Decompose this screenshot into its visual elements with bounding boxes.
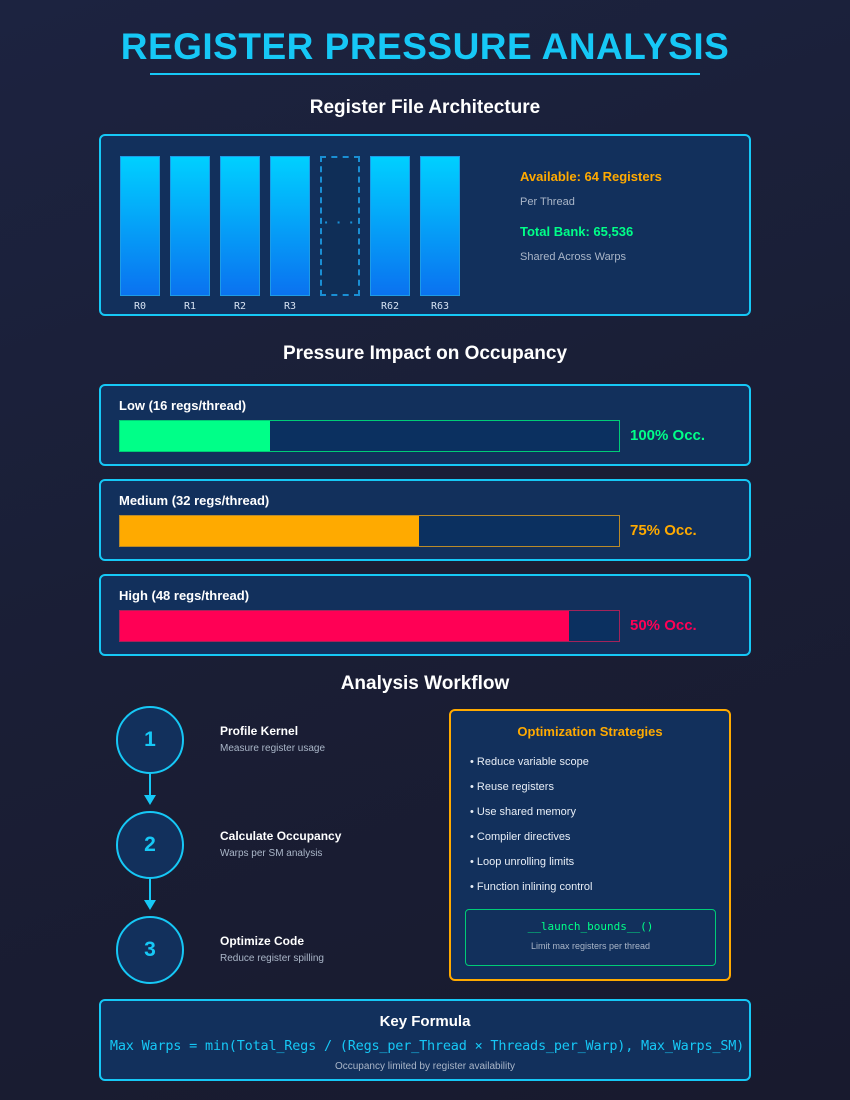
workflow-heading: Analysis Workflow xyxy=(340,673,510,694)
formula-note: Occupancy limited by register availabili… xyxy=(334,1061,516,1072)
register-ellipsis: · · · xyxy=(320,156,360,296)
code-snippet: __launch_bounds__() xyxy=(527,920,654,933)
strategy-item: • Use shared memory xyxy=(470,806,576,818)
step-title: Profile Kernel xyxy=(220,724,299,738)
register-label: R62 xyxy=(380,301,400,312)
occupancy-fill xyxy=(120,516,420,546)
register-label: R3 xyxy=(283,301,297,312)
register-bar-r63 xyxy=(420,156,460,296)
register-bar-r0 xyxy=(120,156,160,296)
step-title: Calculate Occupancy xyxy=(220,829,342,843)
available-registers: Available: 64 Registers xyxy=(520,169,662,184)
formula-heading: Key Formula xyxy=(379,1013,471,1030)
strategy-item: • Compiler directives xyxy=(470,831,571,843)
pressure-label: Low (16 regs/thread) xyxy=(119,398,247,413)
strategy-item: • Loop unrolling limits xyxy=(470,856,575,868)
flow-arrow-line xyxy=(149,879,151,901)
step-desc: Reduce register spilling xyxy=(220,953,324,964)
strategy-item: • Reuse registers xyxy=(470,781,554,793)
ellipsis-text: · · · xyxy=(324,214,356,230)
formula-panel: Key Formula Max Warps = min(Total_Regs /… xyxy=(99,999,751,1081)
occupancy-fill xyxy=(120,421,270,451)
register-bar-r62 xyxy=(370,156,410,296)
occupancy-fill xyxy=(120,611,570,641)
formula-expression: Max Warps = min(Total_Regs / (Regs_per_T… xyxy=(109,1038,745,1054)
title-underline xyxy=(150,73,700,75)
register-label: R2 xyxy=(233,301,247,312)
strategies-panel: Optimization Strategies • Reduce variabl… xyxy=(449,709,731,981)
strategy-item: • Reduce variable scope xyxy=(470,756,589,768)
occupancy-track xyxy=(119,515,620,547)
register-label: R1 xyxy=(183,301,197,312)
pressure-card-medium: Medium (32 regs/thread) 75% Occ. xyxy=(99,479,751,561)
occupancy-value: 50% Occ. xyxy=(630,617,697,634)
pressure-label: High (48 regs/thread) xyxy=(119,588,250,603)
step-2-circle: 2 xyxy=(116,811,184,879)
step-3-circle: 3 xyxy=(116,916,184,984)
register-label: R63 xyxy=(430,301,450,312)
total-bank-subtext: Shared Across Warps xyxy=(520,251,626,263)
arrow-down-icon xyxy=(144,900,156,910)
step-title: Optimize Code xyxy=(220,934,305,948)
register-bar-r1 xyxy=(170,156,210,296)
pressure-label: Medium (32 regs/thread) xyxy=(119,493,270,508)
arrow-down-icon xyxy=(144,795,156,805)
pressure-card-low: Low (16 regs/thread) 100% Occ. xyxy=(99,384,751,466)
step-desc: Measure register usage xyxy=(220,743,326,754)
register-bar-r2 xyxy=(220,156,260,296)
register-label: R0 xyxy=(133,301,147,312)
total-bank: Total Bank: 65,536 xyxy=(520,224,634,239)
strategies-heading: Optimization Strategies xyxy=(517,724,663,739)
occupancy-track xyxy=(119,610,620,642)
register-file-panel: · · · R0 R1 R2 R3 R62 R63 Available: 64 … xyxy=(99,134,751,316)
occupancy-track xyxy=(119,420,620,452)
step-1-circle: 1 xyxy=(116,706,184,774)
register-bar-r3 xyxy=(270,156,310,296)
available-subtext: Per Thread xyxy=(520,196,575,208)
occupancy-value: 75% Occ. xyxy=(630,522,697,539)
occupancy-value: 100% Occ. xyxy=(630,427,706,444)
pressure-card-high: High (48 regs/thread) 50% Occ. xyxy=(99,574,751,656)
code-description: Limit max registers per thread xyxy=(530,941,651,951)
architecture-heading: Register File Architecture xyxy=(309,97,541,118)
step-desc: Warps per SM analysis xyxy=(220,848,323,859)
flow-arrow-line xyxy=(149,774,151,796)
pressure-heading: Pressure Impact on Occupancy xyxy=(282,343,568,364)
launch-bounds-box: __launch_bounds__() Limit max registers … xyxy=(465,909,716,966)
page-title: REGISTER PRESSURE ANALYSIS xyxy=(120,26,730,67)
strategy-item: • Function inlining control xyxy=(470,881,593,893)
